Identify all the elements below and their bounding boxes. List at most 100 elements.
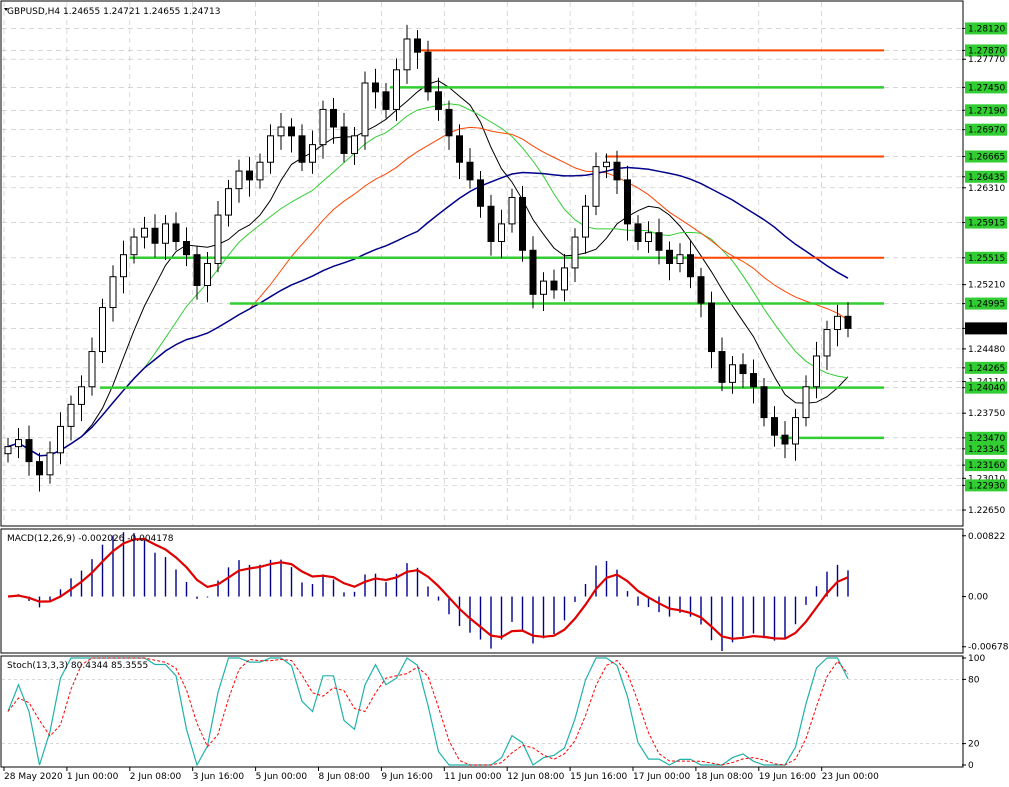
- stoch-signal-line: [7, 657, 849, 766]
- candle-body: [4, 446, 12, 455]
- time-tick-label: 2 Jun 08:00: [130, 772, 182, 782]
- candle-body: [739, 364, 747, 375]
- price-label-box: [965, 251, 1007, 264]
- macd-tick-label: -0.006789: [968, 643, 1009, 653]
- price-label-box: [965, 44, 1007, 57]
- moving-average-line: [7, 166, 849, 457]
- macd-signal-line: [7, 537, 849, 640]
- price-title: GBPUSD,H4 1.24655 1.24721 1.24655 1.2471…: [7, 7, 220, 17]
- candle-body: [141, 227, 148, 238]
- price-tick-label: 1.26970: [968, 126, 1005, 136]
- price-label-box: [965, 123, 1007, 136]
- candle-body: [834, 315, 841, 331]
- candle-body: [571, 236, 579, 269]
- candle-body: [655, 232, 663, 251]
- candle-body: [844, 315, 852, 329]
- price-tick-label: 1.24040: [968, 384, 1005, 394]
- candle-body: [298, 135, 306, 163]
- macd-indicator: 0.00822 0.00 -0.006789: [7, 532, 1009, 653]
- price-tick-label: 1.26435: [968, 173, 1005, 183]
- candle-body: [697, 276, 705, 304]
- candle-body: [792, 417, 799, 445]
- candle-body: [204, 263, 211, 287]
- price-tick-label: 1.24713: [968, 324, 1005, 334]
- candle-body: [603, 161, 610, 168]
- time-tick-label: 9 Jun 16:00: [381, 772, 433, 782]
- time-tick-label: 11 Jun 00:00: [444, 772, 501, 782]
- price-tick-label: 1.27770: [968, 55, 1005, 65]
- price-tick-label: 1.26665: [968, 153, 1005, 163]
- time-tick-label: 18 Jun 08:00: [696, 772, 753, 782]
- candle-body: [498, 223, 505, 242]
- candle-body: [666, 249, 673, 264]
- stochastic-indicator: 100 80 20 0: [2, 654, 985, 771]
- price-tick-label: 1.27190: [968, 106, 1005, 116]
- candle-body: [330, 108, 337, 128]
- candle-body: [78, 386, 85, 405]
- price-panel-frame: [0, 0, 964, 527]
- stoch-tick-label: 80: [968, 675, 980, 685]
- stoch-tick-label: 100: [968, 654, 985, 664]
- moving-average-line: [7, 103, 849, 457]
- candle-body: [130, 236, 138, 256]
- price-tick-label: 1.25515: [968, 254, 1005, 264]
- price-tick-label: 1.23470: [968, 434, 1005, 444]
- candle-body: [340, 126, 348, 154]
- macd-tick-label: 0.00: [968, 593, 988, 603]
- candle-body: [225, 188, 232, 216]
- candle-body: [277, 126, 285, 137]
- candle-body: [99, 307, 106, 353]
- price-tick-label: 1.23750: [968, 409, 1005, 419]
- candle-body: [120, 254, 127, 278]
- stoch-tick-label: 20: [968, 740, 980, 750]
- price-label-box: [965, 459, 1007, 472]
- candle-body: [393, 69, 400, 110]
- time-tick-label: 5 Jun 00:00: [256, 772, 308, 782]
- price-label-box: [965, 150, 1007, 163]
- candle-body: [351, 135, 358, 154]
- candle-body: [802, 386, 810, 419]
- symbol-marker-icon: [4, 8, 8, 11]
- candle-body: [151, 227, 159, 244]
- candle-body: [729, 364, 736, 383]
- candle-body: [424, 51, 432, 93]
- stoch-tick-label: 0: [968, 761, 974, 771]
- price-tick-label: 1.28120: [968, 24, 1005, 34]
- candle-body: [361, 82, 369, 137]
- time-tick-label: 19 Jun 16:00: [759, 772, 816, 782]
- candle-body: [319, 108, 327, 146]
- candle-body: [414, 38, 421, 53]
- candle-body: [193, 254, 201, 287]
- candle-body: [372, 82, 379, 93]
- candle-body: [823, 329, 831, 357]
- price-label-box: [965, 431, 1007, 444]
- price-label-box: [965, 104, 1007, 117]
- candle-body: [36, 461, 43, 476]
- stoch-title: Stoch(13,3,3) 80.4344 85.3555: [7, 661, 148, 671]
- candle-body: [15, 439, 22, 448]
- price-label-box: [965, 442, 1007, 455]
- candle-body: [718, 351, 726, 383]
- price-tick-label: 1.27870: [968, 46, 1005, 56]
- candle-body: [550, 280, 558, 291]
- price-tick-label: 1.22650: [968, 506, 1005, 516]
- macd-panel-frame: [0, 528, 964, 654]
- time-tick-label: 23 Jun 00:00: [822, 772, 879, 782]
- time-tick-label: 12 Jun 08:00: [507, 772, 564, 782]
- price-label-box: [965, 322, 1007, 335]
- candle-body: [519, 196, 526, 251]
- candle-body: [771, 417, 778, 436]
- price-tick-label: 1.23160: [968, 461, 1005, 471]
- candle-body: [487, 205, 495, 242]
- candle-body: [57, 425, 64, 454]
- price-tick-label: 1.27450: [968, 83, 1005, 93]
- price-label-box: [965, 479, 1007, 492]
- candle-body: [708, 302, 715, 353]
- price-label-box: [965, 22, 1007, 35]
- price-tick-label: 1.25915: [968, 219, 1005, 229]
- candle-body: [645, 232, 652, 242]
- candle-body: [750, 373, 757, 388]
